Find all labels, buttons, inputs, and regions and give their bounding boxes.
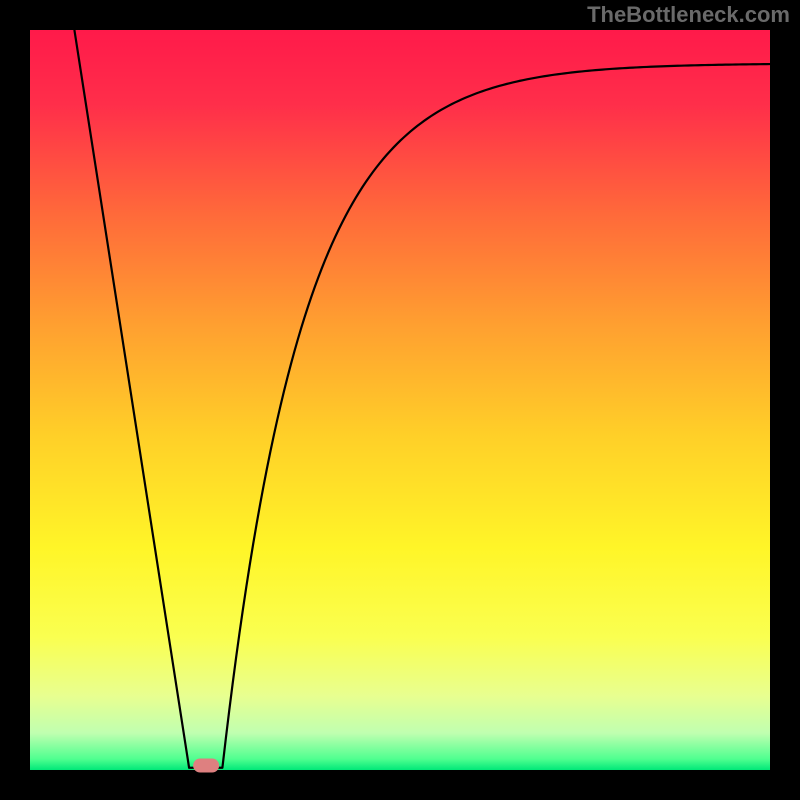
bottleneck-chart: TheBottleneck.com (0, 0, 800, 800)
chart-svg (0, 0, 800, 800)
watermark-text: TheBottleneck.com (587, 2, 790, 28)
optimal-point-marker (193, 759, 219, 773)
